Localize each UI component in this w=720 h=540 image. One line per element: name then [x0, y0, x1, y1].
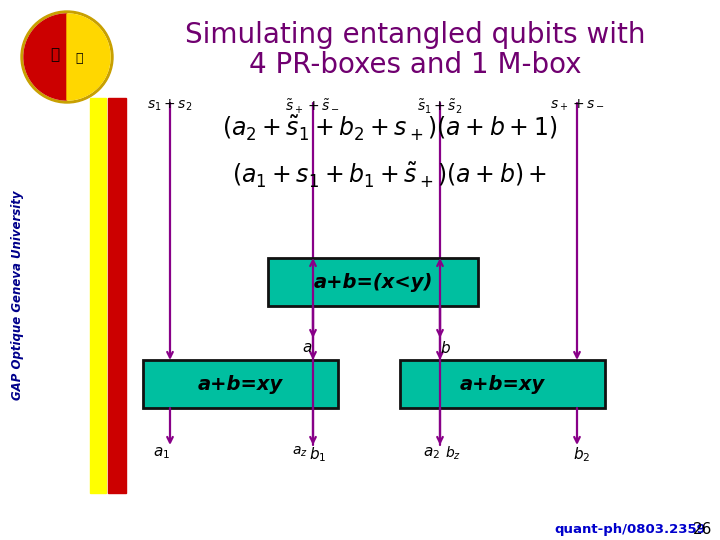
- Text: $a_z$: $a_z$: [292, 445, 308, 460]
- Wedge shape: [24, 14, 67, 100]
- Text: $s_+ + s_-$: $s_+ + s_-$: [549, 98, 604, 113]
- Text: $a_1$: $a_1$: [153, 445, 171, 461]
- Bar: [268, 258, 478, 306]
- Text: a+b=xy: a+b=xy: [198, 375, 283, 394]
- Text: a+b=(x<y): a+b=(x<y): [313, 273, 433, 292]
- Bar: [90, 98, 106, 493]
- Text: 4 PR-boxes and 1 M-box: 4 PR-boxes and 1 M-box: [248, 51, 581, 79]
- Text: GAP Optique Geneva University: GAP Optique Geneva University: [12, 190, 24, 400]
- Bar: [143, 360, 338, 408]
- Text: 26: 26: [693, 523, 713, 537]
- Text: quant-ph/0803.2359: quant-ph/0803.2359: [554, 523, 706, 537]
- Text: $a_2$: $a_2$: [423, 445, 441, 461]
- Text: $b$: $b$: [439, 340, 451, 356]
- Text: $b_2$: $b_2$: [573, 445, 590, 464]
- Bar: [108, 98, 126, 493]
- Circle shape: [24, 14, 110, 100]
- Text: $b_z$: $b_z$: [445, 445, 461, 462]
- Circle shape: [21, 11, 113, 103]
- Bar: [400, 360, 605, 408]
- Wedge shape: [67, 14, 110, 100]
- Text: $\tilde{s}_+ + \tilde{s}_-$: $\tilde{s}_+ + \tilde{s}_-$: [285, 98, 341, 116]
- Text: 🗝: 🗝: [76, 52, 83, 65]
- Text: $s_1 + s_2$: $s_1 + s_2$: [148, 98, 193, 113]
- Text: $(a_1 + s_1 + b_1 + \tilde{s}_+)(a+b) +$: $(a_1 + s_1 + b_1 + \tilde{s}_+)(a+b) +$: [233, 160, 548, 190]
- Text: $b_1$: $b_1$: [310, 445, 327, 464]
- Text: a+b=xy: a+b=xy: [460, 375, 545, 394]
- Text: Simulating entangled qubits with: Simulating entangled qubits with: [185, 21, 645, 49]
- Text: 🦅: 🦅: [50, 48, 60, 63]
- Text: $\tilde{s}_1 + \tilde{s}_2$: $\tilde{s}_1 + \tilde{s}_2$: [417, 98, 463, 116]
- Text: $a$: $a$: [302, 340, 312, 355]
- Text: $(a_2 + \tilde{s}_1 + b_2 + s_+)(a+b+1)$: $(a_2 + \tilde{s}_1 + b_2 + s_+)(a+b+1)$: [222, 113, 557, 143]
